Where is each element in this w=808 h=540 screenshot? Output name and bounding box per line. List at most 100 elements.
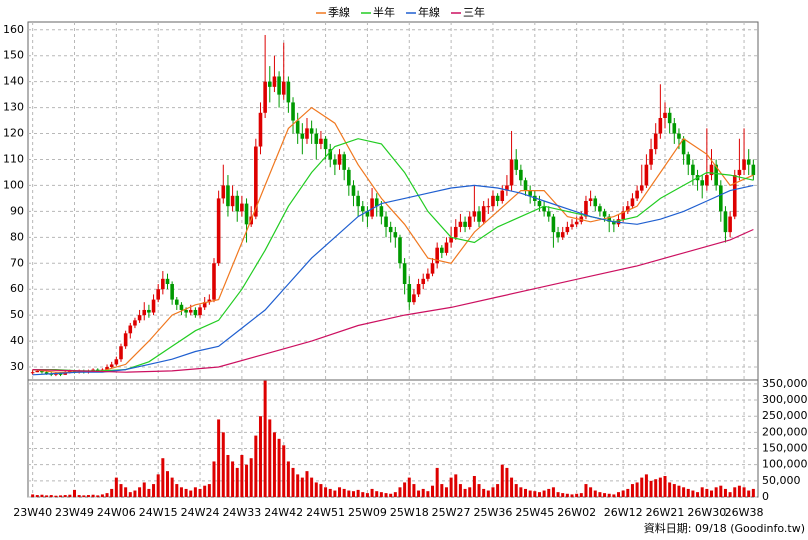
volume-bar [547, 488, 551, 497]
x-tick-label: 24W51 [306, 506, 345, 519]
volume-bar [138, 487, 142, 497]
candle-body [319, 138, 323, 144]
volume-bar [421, 488, 425, 497]
x-tick-label: 24W33 [222, 506, 261, 519]
candle-body [337, 154, 342, 165]
volume-bar [277, 438, 281, 497]
candle-body [588, 198, 593, 201]
volume-bar [161, 458, 165, 497]
candle-body [365, 211, 370, 217]
volume-bar [170, 477, 174, 497]
volume-bar [537, 492, 541, 497]
candle-body [435, 247, 439, 264]
candle-body [463, 221, 467, 227]
candle-body [374, 198, 379, 207]
candle-body [277, 76, 281, 95]
legend-label: 半年 [373, 5, 395, 19]
candle-body [68, 370, 72, 373]
candle-body [593, 198, 598, 207]
volume-bar [751, 488, 755, 497]
volume-bar [714, 487, 718, 497]
y-tick-label: 160 [3, 23, 24, 36]
volume-bar [486, 490, 490, 497]
volume-bar [733, 487, 737, 497]
legend-label: 季線 [328, 5, 350, 19]
candle-body [54, 373, 58, 375]
volume-bar [431, 485, 435, 497]
candle-body [40, 370, 44, 373]
ma-line [32, 228, 754, 373]
volume-bar [286, 461, 290, 497]
volume-bar [296, 474, 300, 497]
x-tick-label: 24W24 [181, 506, 220, 519]
volume-bar [556, 492, 560, 497]
volume-bar [338, 487, 342, 497]
x-tick-label: 24W42 [264, 506, 303, 519]
volume-bar [528, 490, 532, 497]
x-tick-label: 25W36 [474, 506, 513, 519]
candle-body [384, 216, 388, 227]
candle-body [44, 372, 49, 374]
volume-bar [454, 474, 458, 497]
candle-body [347, 169, 351, 186]
candle-body [184, 309, 188, 313]
volume-bar [245, 464, 249, 497]
volume-bar [370, 488, 374, 497]
volume-bar [500, 464, 504, 497]
volume-bar [468, 487, 472, 497]
volume-bar [351, 491, 355, 497]
volume-bar [626, 488, 630, 497]
candle-body [281, 81, 286, 95]
volume-bar [319, 484, 323, 497]
candle-body [165, 278, 170, 285]
volume-bar [272, 432, 276, 497]
candle-body [649, 149, 653, 165]
candle-body [430, 263, 435, 274]
candle-body [356, 195, 360, 207]
candle-body [560, 232, 565, 238]
volume-bar [496, 484, 500, 497]
x-tick-label: 23W49 [55, 506, 94, 519]
volume-bar [630, 484, 634, 497]
volume-bar [672, 484, 676, 497]
candle-body [630, 198, 635, 207]
candle-body [179, 304, 184, 310]
candle-body [458, 221, 463, 227]
candle-body [556, 232, 560, 238]
volume-bar [59, 495, 63, 497]
candle-body [416, 284, 421, 295]
candle-body [537, 201, 542, 207]
volume-bar [458, 484, 462, 497]
volume-bar [379, 492, 383, 497]
candle-body [314, 133, 319, 144]
candle-body [221, 185, 226, 199]
candle-body [151, 299, 156, 313]
candle-body [193, 309, 198, 316]
volume-bar [389, 493, 393, 497]
candle-body [263, 81, 267, 113]
candle-body [258, 112, 263, 147]
volume-bar [124, 487, 128, 497]
candle-body [574, 221, 579, 225]
volume-bar [384, 493, 388, 497]
candle-body [35, 370, 40, 373]
candle-body [677, 133, 681, 139]
candle-body [300, 133, 305, 139]
volume-bar [203, 485, 207, 497]
volume-bar [226, 454, 230, 497]
candle-body [188, 309, 193, 313]
candle-body [477, 211, 481, 222]
candle-body [58, 373, 63, 375]
y-tick-label: 70 [10, 256, 24, 269]
volume-bar [300, 477, 304, 497]
candle-body [719, 185, 723, 212]
candle-body [128, 325, 133, 334]
candle-body [700, 180, 705, 186]
volume-tick-label: 150,000 [762, 442, 808, 455]
volume-bar [603, 493, 607, 497]
volume-bar [719, 485, 723, 497]
volume-bar [505, 467, 509, 497]
volume-bar [565, 493, 569, 497]
candle-body [551, 216, 556, 233]
candle-body [491, 195, 495, 207]
